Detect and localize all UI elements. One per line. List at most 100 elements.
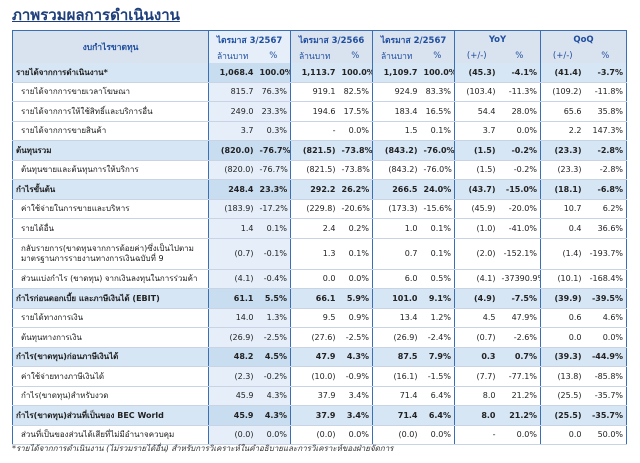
cell: 0.0% [338,425,373,445]
table-row: ต้นทุนรวม (820.0) -76.7% (821.5) -73.8% (843.… [12,140,627,161]
table-row: รายได้จากการขายสินค้า 3.7 0.3% -0.0% 1.5 0.1%… [12,121,627,141]
cell: 10.7 [540,199,585,219]
cell: 23.3% [256,179,291,200]
cell: 0.1% [420,218,455,239]
cell: 3.4% [338,386,373,406]
cell: 0.5% [420,269,455,289]
cell: 4.5% [256,347,291,367]
cell: -0.4% [256,269,291,289]
row-label: รายได้ทางการเงิน [12,308,209,328]
cell: (820.0) [208,160,257,180]
table-row: กำไรก่อนดอกเบี้ย และภาษีเงินได้ (EBIT) 61… [12,288,627,309]
column-header: ไตรมาส 3/2567 [208,30,291,48]
cell: (43.7) [454,179,499,200]
title: ภาพรวมผลการดำเนินงาน [12,6,180,24]
income-table: งบกำไรขาดทุน ไตรมาส 3/2567 ไตรมาส 3/2566 ไต… [12,30,628,445]
cell: (0.0) [208,425,257,445]
table-row: กำไร(ขาดทุน)ก่อนภาษีเงินได้ 48.2 4.5% 47.9 4… [12,347,627,367]
unit-header: ล้านบาท [208,48,257,63]
cell: -168.4% [584,269,627,289]
cell: 0.4 [540,218,585,239]
cell: -2.5% [256,327,291,348]
cell: 28.0% [498,101,541,122]
row-label: กำไรขั้นต้น [12,179,209,200]
cell: -0.1% [256,238,291,270]
cell: -35.7% [584,386,627,406]
cell: (0.0) [372,425,421,445]
table-row: ค่าใช้จ่ายในการขายและบริหาร (183.9) -17.2%… [12,199,627,219]
cell: -35.7% [584,405,627,426]
cell: 0.9% [338,308,373,328]
cell: 924.9 [372,82,421,102]
cell: (41.4) [540,63,585,83]
cell: 249.0 [208,101,257,122]
cell: 13.4 [372,308,421,328]
cell: 66.1 [290,288,339,309]
cell: 194.6 [290,101,339,122]
cell: 6.4% [420,405,455,426]
row-label: ต้นทุนทางการเงิน [12,327,209,348]
cell: -76.0% [420,140,455,161]
cell: 5.5% [256,288,291,309]
cell: (2.3) [208,366,257,387]
cell: 21.2% [498,386,541,406]
cell: (173.3) [372,199,421,219]
table-row: ส่วนแบ่งกำไร (ขาดทุน) จากเงินลงทุนในการร… [12,269,627,289]
column-header: QoQ [539,30,627,48]
row-label: ค่าใช้จ่ายทางภาษีเงินได้ [12,366,209,387]
header-row: งบกำไรขาดทุน ไตรมาส 3/2567 ไตรมาส 3/2566 ไต… [12,30,627,63]
cell: 0.0 [540,327,585,348]
cell: -2.8% [584,140,627,161]
cell: 45.9 [208,386,257,406]
cell: 0.3 [454,347,499,367]
cell: (821.5) [290,160,339,180]
cell: 0.0% [338,121,373,141]
cell: 147.3% [584,121,627,141]
unit-header: % [498,48,541,63]
cell: 35.8% [584,101,627,122]
cell: 0.7% [498,347,541,367]
table-body: รายได้จากการดำเนินงาน* 1,068.4 100.0% 1,113… [12,63,627,445]
cell: (10.1) [540,269,585,289]
cell: (16.1) [372,366,421,387]
cell: 0.7 [372,238,421,270]
column-header: ไตรมาส 3/2566 [290,30,373,48]
cell: 37.9 [290,405,339,426]
row-label: ค่าใช้จ่ายในการขายและบริหาร [12,199,209,219]
row-label: ต้นทุนขายและต้นทุนการให้บริการ [12,160,209,180]
cell: 1.4 [208,218,257,239]
cell: (25.5) [540,386,585,406]
row-label: รายได้อื่น [12,218,209,239]
cell: 24.0% [420,179,455,200]
cell: 292.2 [290,179,339,200]
cell: (0.7) [454,327,499,348]
cell: 0.0 [290,269,339,289]
cell: 4.6% [584,308,627,328]
cell: -4.1% [498,63,541,83]
table-row: รายได้อื่น 1.4 0.1% 2.4 0.2% 1.0 0.1% (1.0) -41.… [12,218,627,239]
unit-row: ล้านบาท% ล้านบาท% ล้านบาท% (+/-)% (+/-)% [13,48,627,63]
row-label: กลับรายการ(ขาดทุนจากการด้อยค่า)ซึ่งเป็นไ… [12,238,209,270]
cell: -73.8% [338,140,373,161]
cell: 4.3% [256,405,291,426]
cell: 71.4 [372,405,421,426]
cell: 1.0 [372,218,421,239]
cell: 0.6 [540,308,585,328]
cell: 1,109.7 [372,63,421,83]
cell: 8.0 [454,405,499,426]
cell: - [290,121,339,141]
unit-header: (+/-) [540,48,585,63]
cell: (1.4) [540,238,585,270]
cell: -6.8% [584,179,627,200]
cell: (1.5) [454,140,499,161]
cell: -37390.9% [498,269,541,289]
table-row: รายได้ทางการเงิน 14.0 1.3% 9.5 0.9% 13.4 1.2% 4… [12,308,627,328]
cell: 3.7 [454,121,499,141]
row-label: รายได้จากการดำเนินงาน* [12,63,209,83]
table-row: กำไร(ขาดทุน)ส่วนที่เป็นของ BEC World 45.9… [12,405,627,426]
cell: 21.2% [498,405,541,426]
unit-header: ล้านบาท [290,48,339,63]
cell: -77.1% [498,366,541,387]
unit-header: % [338,48,373,63]
cell: 0.1% [338,238,373,270]
